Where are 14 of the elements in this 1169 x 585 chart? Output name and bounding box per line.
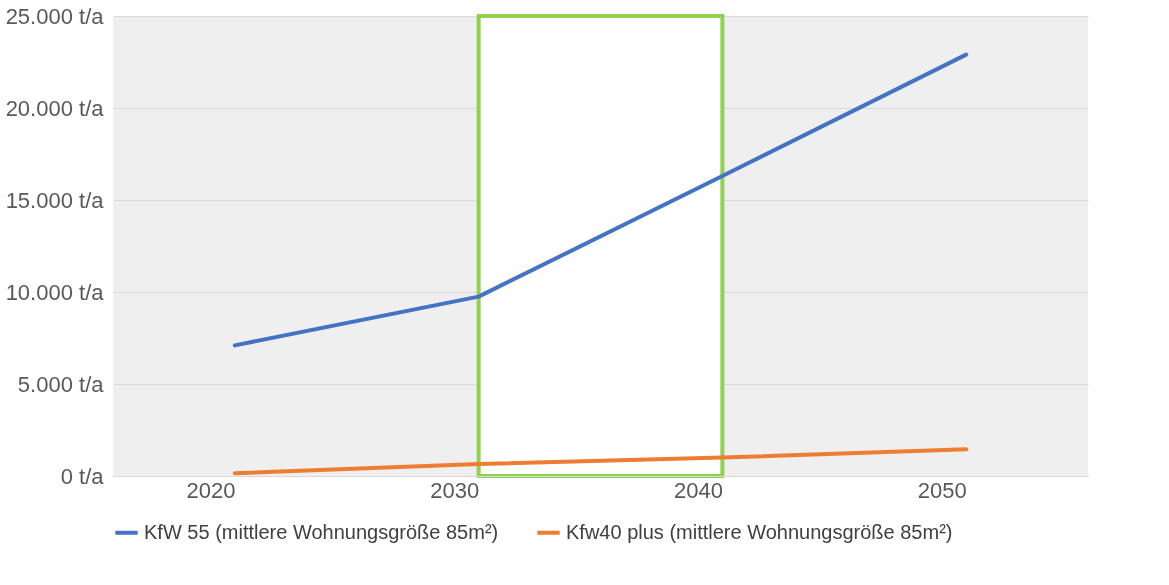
line-series (232, 52, 969, 348)
x-tick-label: 2050 (917, 477, 967, 503)
x-tick-label: 2040 (673, 477, 723, 503)
legend-label: KfW 55 (mittlere Wohnungsgröße 85m²) (144, 520, 499, 543)
y-tick-label: 15.000 t/a (5, 187, 105, 213)
y-tick-label: 5.000 t/a (17, 371, 105, 397)
x-tick-label: 2020 (186, 477, 236, 503)
x-tick-label: 2030 (430, 477, 480, 503)
line-series (232, 447, 969, 476)
y-tick-label: 0 t/a (60, 463, 105, 489)
y-tick-label: 25.000 t/a (5, 3, 105, 29)
y-tick-label: 10.000 t/a (5, 279, 105, 305)
legend-label: Kfw40 plus (mittlere Wohnungsgröße 85m²) (566, 520, 953, 543)
y-tick-label: 20.000 t/a (5, 95, 105, 121)
